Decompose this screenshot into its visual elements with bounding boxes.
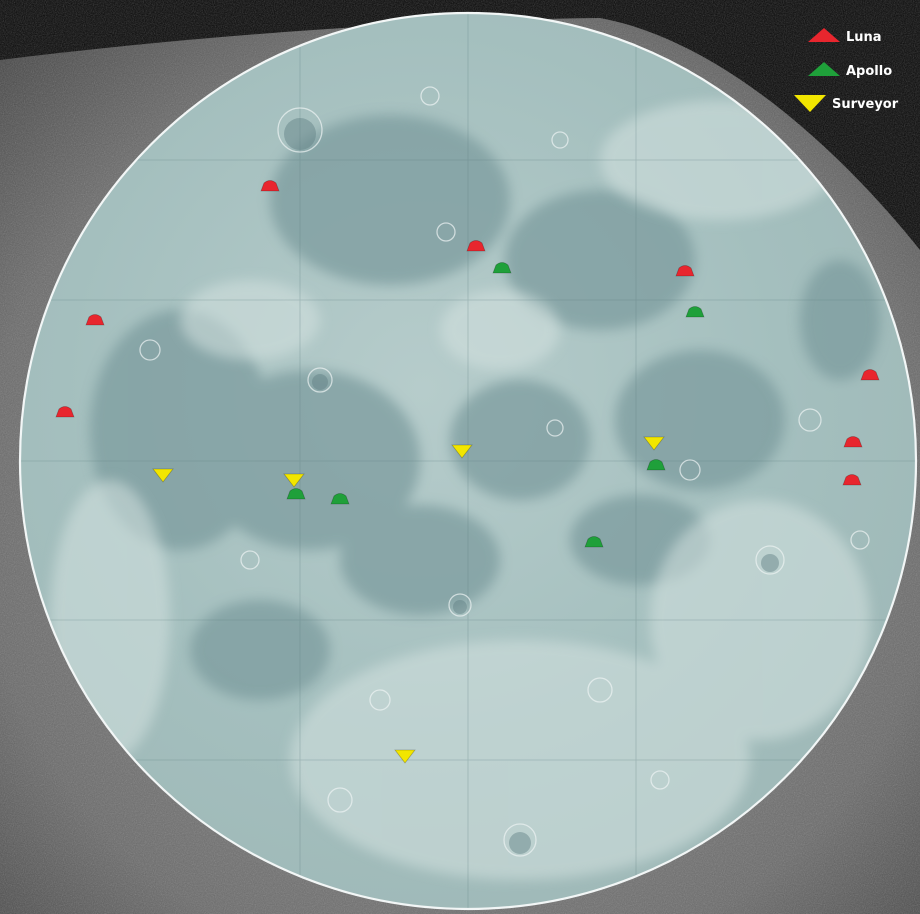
surveyor-landing-marker [451,444,473,459]
luna-landing-marker [860,369,880,381]
luna-landing-marker [842,474,862,486]
surveyor-landing-marker [643,436,665,451]
luna-landing-marker [55,406,75,418]
legend-item-surveyor: Surveyor [794,95,899,112]
apollo-landing-marker [685,306,705,318]
legend-label-luna: Luna [846,30,882,45]
luna-landing-marker [260,180,280,192]
luna-landing-marker [675,265,695,277]
legend: Luna Apollo Surveyor [794,28,899,112]
legend-label-apollo: Apollo [846,64,892,79]
moon-disc [18,11,918,911]
surveyor-triangle-icon [794,95,826,112]
legend-item-luna: Luna [808,28,882,45]
legend-label-surveyor: Surveyor [832,97,899,112]
luna-landing-marker [843,436,863,448]
apollo-landing-marker [646,459,666,471]
luna-landing-marker [466,240,486,252]
luna-landing-marker [85,314,105,326]
surveyor-landing-marker [394,749,416,764]
legend-item-apollo: Apollo [808,62,892,79]
apollo-triangle-icon [808,62,840,76]
landing-site-markers [55,180,880,764]
luna-triangle-icon [808,28,840,42]
apollo-landing-marker [492,262,512,274]
surveyor-landing-marker [152,468,174,483]
apollo-landing-marker [584,536,604,548]
apollo-landing-marker [330,493,350,505]
surveyor-landing-marker [283,473,305,488]
apollo-landing-marker [286,488,306,500]
